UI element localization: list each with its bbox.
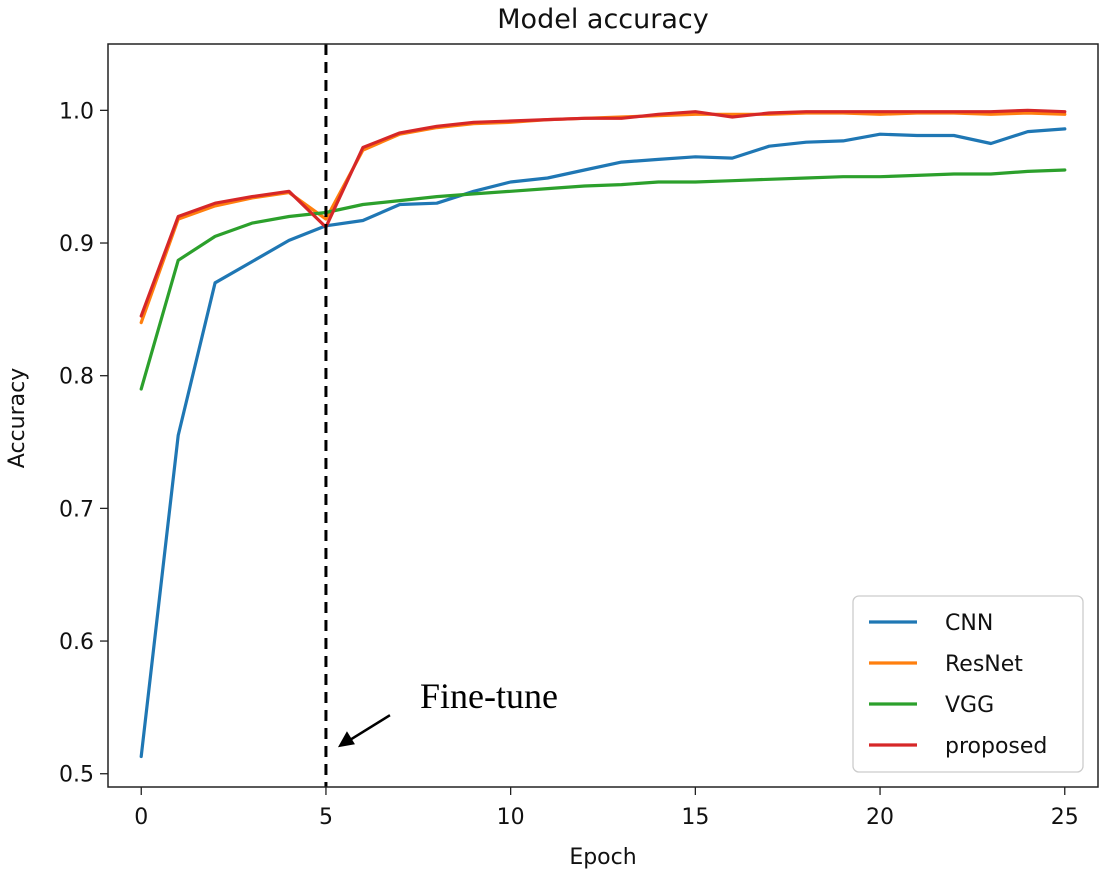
annotation-arrow-shaft [347,714,391,743]
legend-box [852,595,1084,773]
x-tick-label: 20 [866,805,894,830]
legend-label-proposed: proposed [945,734,1047,759]
y-tick-label: 0.8 [59,365,94,390]
legend-label-resnet: ResNet [945,652,1023,677]
annotation-text: Fine-tune [420,676,558,716]
y-tick-label: 0.5 [59,763,94,788]
y-tick-label: 0.7 [59,497,94,522]
x-tick-label: 0 [134,805,148,830]
y-tick-label: 0.9 [59,232,94,257]
annotation-arrow-head [337,731,355,748]
x-tick-label: 10 [497,805,525,830]
x-tick-label: 25 [1051,805,1079,830]
x-tick-label: 5 [319,805,333,830]
x-axis-label: Epoch [569,845,636,870]
y-axis-label: Accuracy [5,368,30,468]
plot-frame [107,43,1099,788]
y-tick-label: 1.0 [59,99,94,124]
x-tick-label: 15 [681,805,709,830]
series-line-vgg [139,168,1067,391]
chart-title: Model accuracy [497,4,708,35]
legend-label-cnn: CNN [945,611,993,636]
series-line-cnn [139,127,1067,759]
legend-label-vgg: VGG [945,693,994,718]
series-line-proposed [139,108,1067,318]
y-tick-label: 0.6 [59,630,94,655]
